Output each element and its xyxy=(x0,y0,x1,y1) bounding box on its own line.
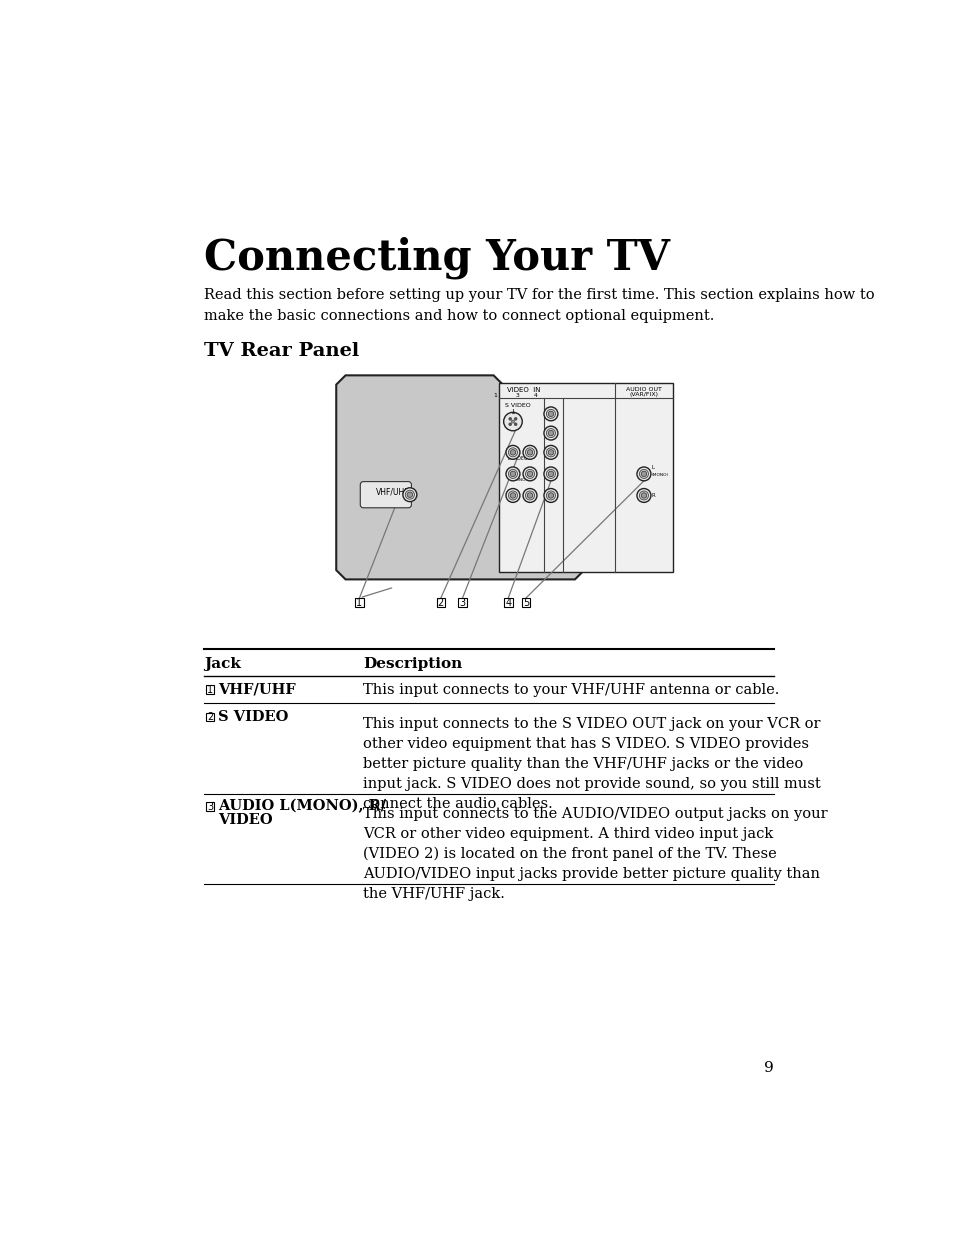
Text: Pr-: Pr- xyxy=(550,431,557,436)
Circle shape xyxy=(525,469,534,478)
Circle shape xyxy=(508,448,517,457)
Circle shape xyxy=(527,493,532,498)
Circle shape xyxy=(527,472,532,477)
Text: AUDIO OUT: AUDIO OUT xyxy=(625,387,661,391)
Circle shape xyxy=(522,446,537,459)
Text: 1: 1 xyxy=(356,598,362,608)
Circle shape xyxy=(637,467,650,480)
Bar xyxy=(498,383,673,572)
Text: 5: 5 xyxy=(522,598,529,608)
Text: L: L xyxy=(507,472,510,477)
Bar xyxy=(206,803,214,811)
Text: S VIDEO: S VIDEO xyxy=(218,710,289,724)
Text: L: L xyxy=(651,466,654,471)
Text: R: R xyxy=(509,493,513,498)
Text: L: L xyxy=(550,472,553,477)
Text: 3: 3 xyxy=(207,802,213,811)
Circle shape xyxy=(505,446,519,459)
Bar xyxy=(206,685,214,694)
Circle shape xyxy=(510,493,516,498)
Text: TV Rear Panel: TV Rear Panel xyxy=(204,342,359,361)
Bar xyxy=(355,598,363,606)
Text: VHF/UHF: VHF/UHF xyxy=(375,488,409,496)
Text: Connecting Your TV: Connecting Your TV xyxy=(204,237,670,279)
Circle shape xyxy=(503,412,521,431)
Circle shape xyxy=(514,417,517,420)
Text: 3: 3 xyxy=(459,598,465,608)
Circle shape xyxy=(505,467,519,480)
Text: (VAR/FIX): (VAR/FIX) xyxy=(629,393,658,398)
Text: Description: Description xyxy=(363,657,462,671)
Text: ►: ► xyxy=(403,494,408,499)
Text: L VIDEO: L VIDEO xyxy=(508,456,528,461)
Circle shape xyxy=(525,448,534,457)
FancyBboxPatch shape xyxy=(360,482,411,508)
Bar xyxy=(503,598,512,606)
Text: VIDEO: VIDEO xyxy=(218,814,273,827)
Bar xyxy=(457,598,466,606)
Circle shape xyxy=(510,472,516,477)
Circle shape xyxy=(640,493,646,498)
Circle shape xyxy=(508,469,517,478)
Text: R: R xyxy=(551,493,555,498)
Circle shape xyxy=(527,450,532,454)
Text: VIDEO  IN: VIDEO IN xyxy=(506,387,540,393)
Circle shape xyxy=(508,492,517,500)
Text: AUDIO L(MONO), R/: AUDIO L(MONO), R/ xyxy=(218,799,386,814)
Circle shape xyxy=(548,472,553,477)
Text: This input connects to the AUDIO/VIDEO output jacks on your
VCR or other video e: This input connects to the AUDIO/VIDEO o… xyxy=(363,806,827,902)
Circle shape xyxy=(508,422,511,426)
Circle shape xyxy=(546,469,555,478)
Circle shape xyxy=(639,469,648,478)
Text: 1         3       4: 1 3 4 xyxy=(494,393,537,398)
Circle shape xyxy=(640,472,646,477)
Circle shape xyxy=(522,467,537,480)
Circle shape xyxy=(514,422,517,426)
Circle shape xyxy=(546,448,555,457)
Circle shape xyxy=(546,492,555,500)
Circle shape xyxy=(543,489,558,503)
Circle shape xyxy=(511,420,514,424)
Bar xyxy=(436,598,445,606)
Text: 2: 2 xyxy=(207,713,213,722)
Circle shape xyxy=(508,417,511,420)
Bar xyxy=(521,598,530,606)
Text: 1: 1 xyxy=(207,684,213,694)
Circle shape xyxy=(510,450,516,454)
Circle shape xyxy=(548,493,553,498)
Circle shape xyxy=(543,406,558,421)
Polygon shape xyxy=(335,375,583,579)
Circle shape xyxy=(402,488,416,501)
Text: 4: 4 xyxy=(505,598,511,608)
Circle shape xyxy=(405,490,414,499)
Text: 9: 9 xyxy=(763,1061,773,1076)
Circle shape xyxy=(505,489,519,503)
Text: Jack: Jack xyxy=(204,657,241,671)
Text: Read this section before setting up your TV for the first time. This section exp: Read this section before setting up your… xyxy=(204,288,874,322)
Text: This input connects to your VHF/UHF antenna or cable.: This input connects to your VHF/UHF ante… xyxy=(363,683,779,697)
Circle shape xyxy=(637,489,650,503)
Text: This input connects to the S VIDEO OUT jack on your VCR or
other video equipment: This input connects to the S VIDEO OUT j… xyxy=(363,718,821,811)
Circle shape xyxy=(407,492,412,498)
Circle shape xyxy=(546,429,555,437)
Circle shape xyxy=(543,467,558,480)
Circle shape xyxy=(546,409,555,419)
Circle shape xyxy=(525,492,534,500)
Circle shape xyxy=(548,431,553,436)
Circle shape xyxy=(639,492,648,500)
Circle shape xyxy=(548,411,553,416)
Circle shape xyxy=(548,450,553,454)
Circle shape xyxy=(522,489,537,503)
Text: Pb: Pb xyxy=(551,411,558,416)
Text: (MONO): (MONO) xyxy=(651,473,668,477)
Text: 2: 2 xyxy=(437,598,443,608)
Text: R: R xyxy=(651,493,655,498)
Bar xyxy=(206,713,214,721)
Text: VHF/UHF: VHF/UHF xyxy=(218,683,295,697)
Text: (MONO): (MONO) xyxy=(510,478,527,482)
Circle shape xyxy=(543,446,558,459)
Circle shape xyxy=(543,426,558,440)
Text: S VIDEO: S VIDEO xyxy=(505,403,531,408)
